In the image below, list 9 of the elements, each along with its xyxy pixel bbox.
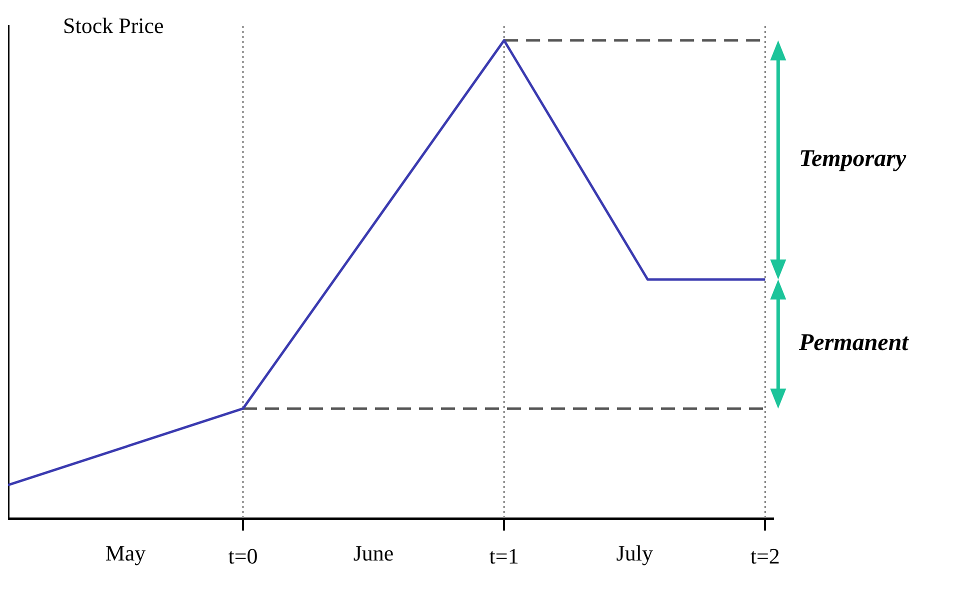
text: Temporary — [799, 146, 906, 172]
text: Permanent — [798, 330, 910, 356]
x-tick-label: t=0 — [228, 544, 258, 569]
x-tick-label: t=1 — [489, 544, 519, 569]
text: July — [616, 540, 653, 566]
text: May — [105, 540, 146, 566]
text: June — [353, 540, 394, 566]
x-tick-label: t=2 — [750, 544, 780, 569]
y-axis-title: Stock Price — [63, 12, 164, 38]
